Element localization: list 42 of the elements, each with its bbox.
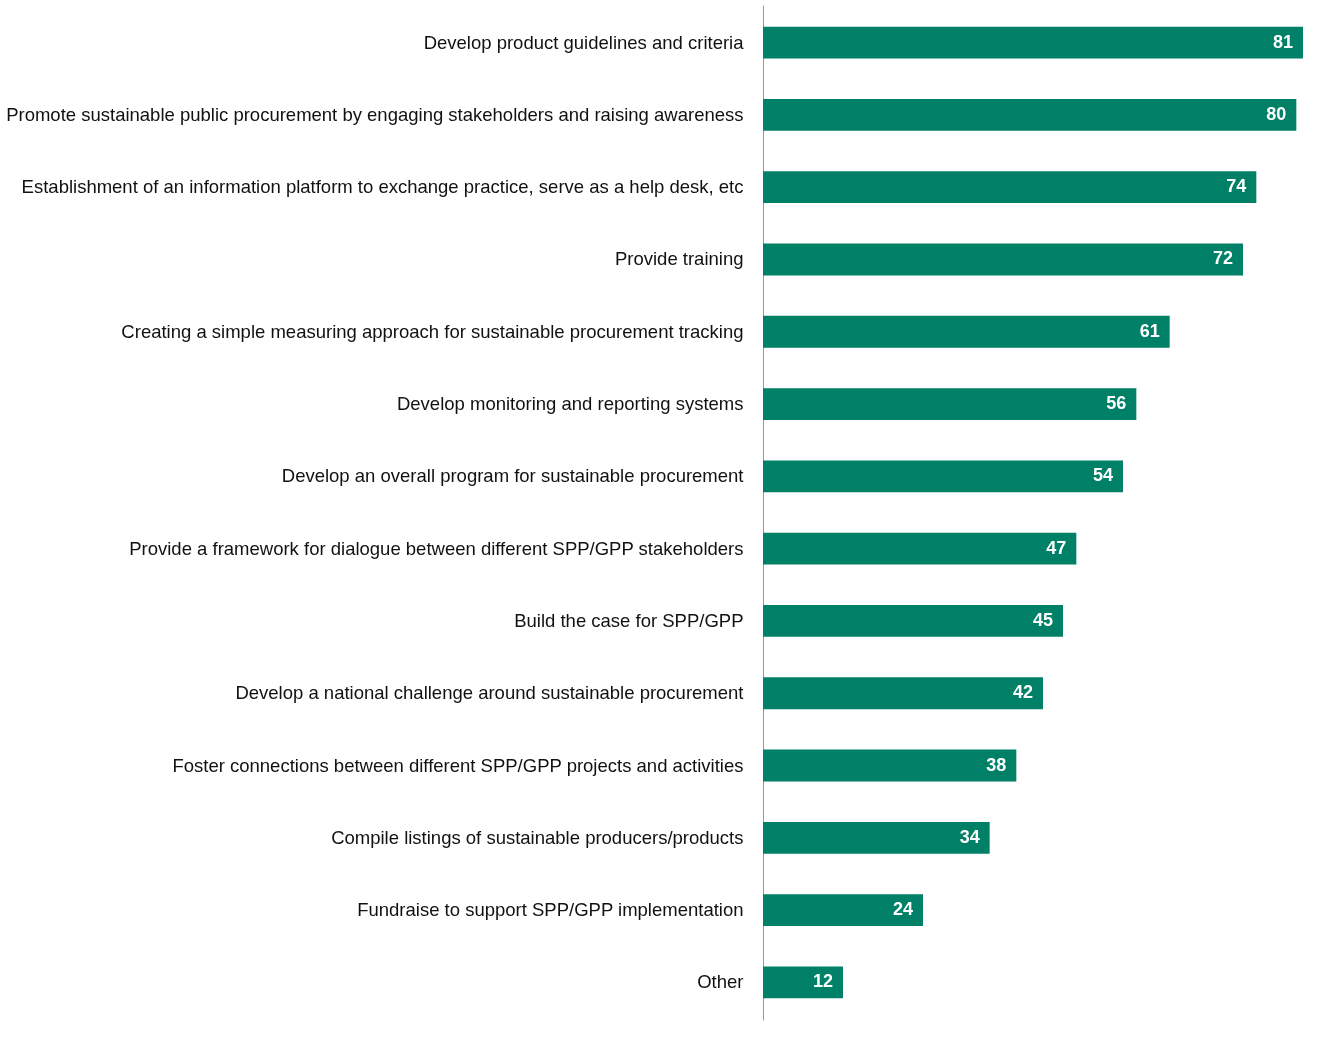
bar (763, 171, 1257, 204)
data-label: 24 (892, 899, 913, 920)
bar (763, 98, 1297, 131)
bar (763, 677, 1043, 710)
y-tick-label: Build the case for SPP/GPP (514, 609, 744, 631)
y-tick-label: Develop product guidelines and criteria (423, 31, 745, 53)
data-label: 74 (1226, 176, 1247, 197)
y-tick-label: Develop monitoring and reporting systems (396, 393, 744, 415)
y-tick-label: Develop a national challenge around sustainable procurement (235, 682, 744, 704)
bar (763, 894, 923, 927)
y-tick-label: Establishment of an information platform to exchange practice, serve as a help desk, etc (21, 176, 744, 198)
data-label: 80 (1266, 103, 1287, 124)
y-tick-label: Foster connections between different SPP/GPP projects and activities (172, 754, 744, 776)
data-label: 45 (1032, 609, 1053, 630)
bar (763, 460, 1123, 493)
bar (763, 605, 1063, 637)
data-label: 12 (812, 971, 833, 992)
bar (763, 532, 1077, 565)
y-tick-label: Creating a simple measuring approach for sustainable procurement tracking (121, 320, 744, 342)
bar (763, 749, 1017, 782)
y-tick-label: Compile listings of sustainable producers/products (331, 826, 744, 848)
y-tick-label: Develop an overall program for sustainable procurement (281, 465, 744, 487)
y-tick-label: Provide training (614, 248, 744, 270)
data-label: 34 (959, 826, 980, 847)
bar (763, 388, 1137, 420)
data-label: 81 (1272, 31, 1293, 52)
bar (763, 966, 843, 999)
y-tick-label: Promote sustainable public procurement by engaging stakeholders and raising awareness (6, 103, 744, 125)
y-tick-label: Fundraise to support SPP/GPP implementation (357, 899, 744, 921)
data-label: 72 (1212, 248, 1233, 269)
bar (763, 26, 1303, 59)
data-label: 47 (1046, 537, 1067, 558)
bar (763, 821, 990, 854)
data-label: 56 (1106, 393, 1127, 414)
data-label: 42 (1012, 682, 1033, 703)
bar (763, 243, 1243, 276)
data-label: 61 (1139, 320, 1160, 341)
data-label: 38 (986, 754, 1007, 775)
y-tick-label: Provide a framework for dialogue between different SPP/GPP stakeholders (129, 537, 744, 559)
data-label: 54 (1092, 465, 1113, 486)
y-tick-label: Other (697, 971, 744, 993)
bar (763, 315, 1170, 348)
